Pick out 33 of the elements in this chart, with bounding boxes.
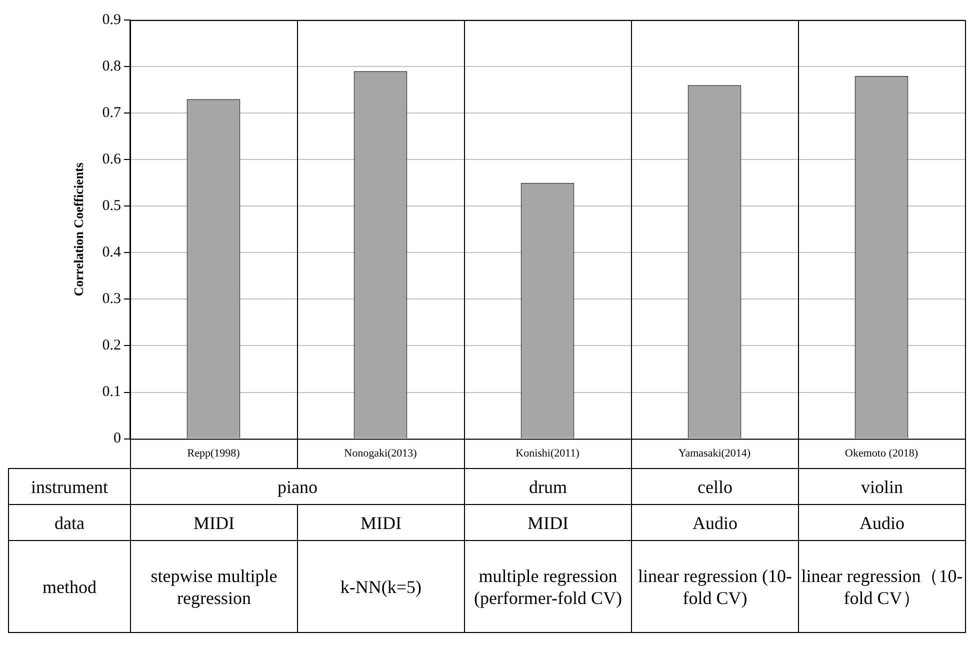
y-tick-label: 0.5 [102,198,121,214]
y-tick-label: 0.8 [102,58,121,74]
text: Audio [798,504,966,540]
text: k-NN(k=5) [298,540,464,632]
text: multiple regression (performer-fold CV) [464,540,632,632]
text: violin [798,468,966,504]
text: stepwise multiple regression [130,540,298,632]
text: piano [130,468,464,504]
text: drum [464,468,632,504]
text: cello [632,468,798,504]
x-tick-label: Nonogaki(2013) [344,447,418,460]
text: linear regression (10-fold CV) [632,540,798,632]
x-tick-label: Repp(1998) [187,447,240,460]
text: linear regression（10-fold CV） [798,540,966,632]
y-tick-label: 0.3 [102,291,121,308]
y-tick-label: 0.4 [102,244,122,261]
x-tick-label: Yamasaki(2014) [678,447,751,460]
text: data [8,504,130,540]
text: MIDI [130,504,298,540]
y-tick-label: 0 [114,430,121,447]
text: Audio [632,504,798,540]
text: instrument [8,468,130,504]
y-tick-label: 0.2 [102,338,121,354]
text: MIDI [464,504,632,540]
text: MIDI [298,504,464,540]
x-tick-label: Konishi(2011) [516,447,580,460]
y-tick-label: 0.6 [102,152,122,168]
y-tick-label: 0.9 [102,12,121,28]
y-axis-title: Correlation Coefficients [71,162,86,296]
y-tick-label: 0.7 [102,105,122,122]
x-tick-label: Okemoto (2018) [844,447,918,460]
text: method [8,540,130,632]
y-tick-label: 0.1 [102,384,121,400]
